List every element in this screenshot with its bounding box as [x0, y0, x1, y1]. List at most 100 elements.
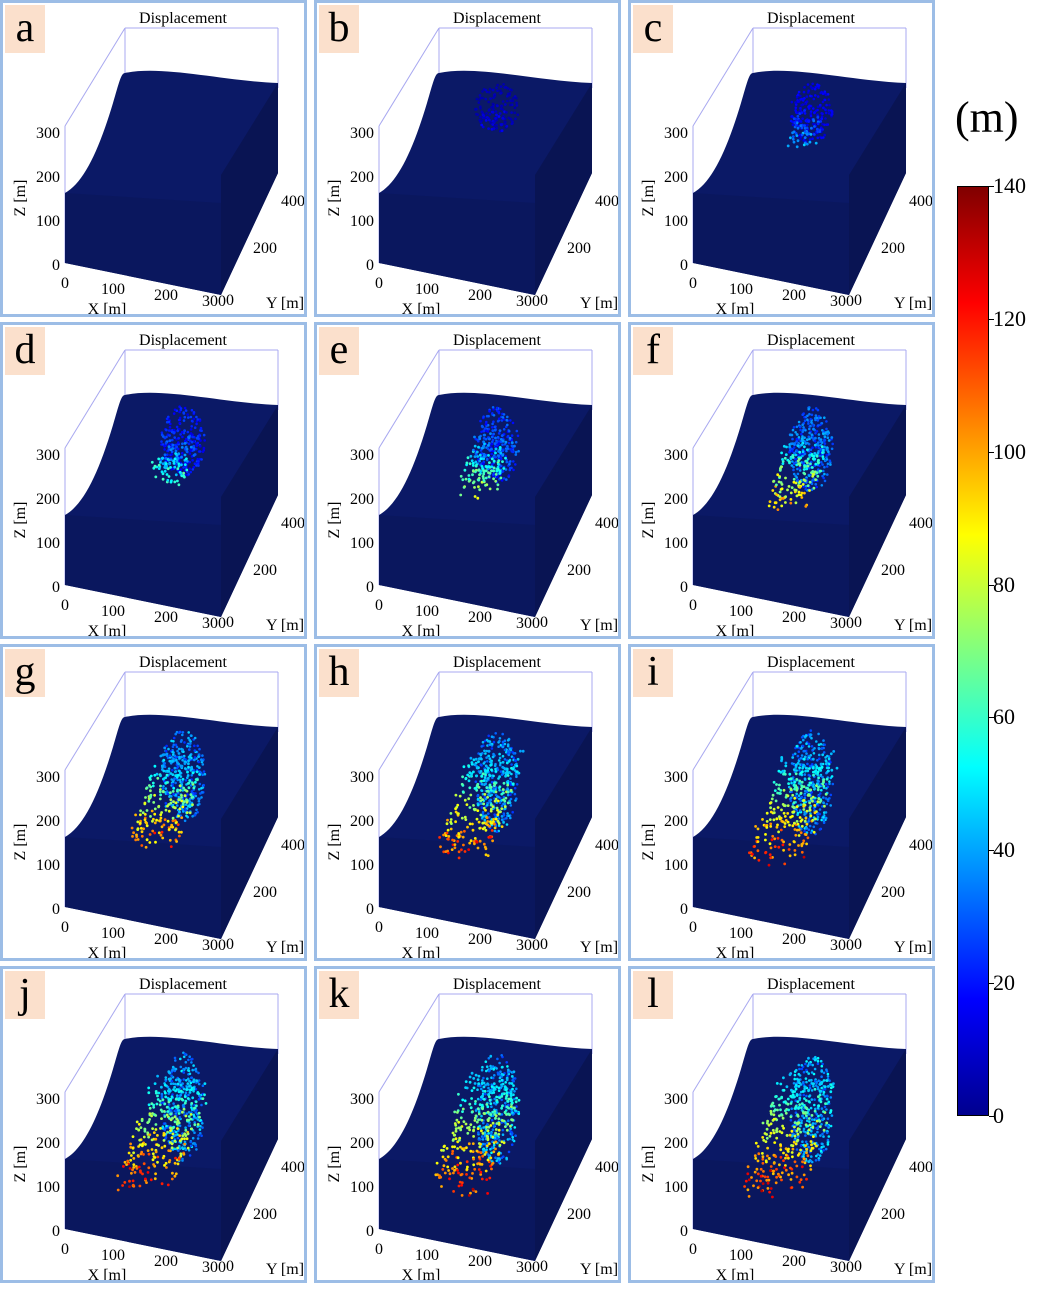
particle: [825, 420, 828, 423]
particle: [479, 1151, 483, 1154]
particle: [454, 1129, 458, 1133]
particle: [187, 736, 190, 740]
particle: [802, 1083, 806, 1086]
particle: [481, 1065, 484, 1069]
particle: [807, 466, 811, 470]
box-edge: [64, 671, 126, 771]
particle: [195, 1070, 198, 1073]
panel-e: e Displacement 0 100 200 300 Z [m] 0 100 200 300 X …: [314, 322, 621, 639]
particle: [780, 757, 784, 761]
particle: [498, 429, 502, 432]
particle: [153, 821, 157, 825]
particle: [825, 453, 829, 457]
particle: [181, 1110, 184, 1114]
particle: [801, 450, 805, 454]
particle: [193, 756, 197, 759]
particle: [160, 433, 164, 437]
particle: [501, 460, 504, 463]
particle: [828, 780, 831, 783]
particle: [171, 1171, 174, 1175]
particle: [173, 806, 177, 810]
z-axis-label: Z [m]: [640, 824, 657, 861]
particle: [800, 491, 804, 495]
particle: [160, 1146, 164, 1150]
particle: [773, 837, 777, 841]
plot-title: Displacement: [767, 976, 856, 993]
particle: [825, 1068, 828, 1071]
particle: [506, 447, 509, 450]
particle: [483, 1142, 487, 1146]
particle: [500, 1106, 503, 1110]
particle: [183, 415, 187, 419]
particle: [814, 772, 818, 775]
particle: [193, 736, 197, 740]
particle: [177, 773, 180, 777]
particle: [159, 788, 162, 791]
particle: [487, 749, 491, 753]
x-axis-label: X [m]: [88, 945, 127, 961]
particle: [813, 800, 817, 803]
particle: [131, 1135, 135, 1138]
particle: [822, 818, 826, 821]
particle: [806, 123, 809, 127]
particle: [193, 744, 196, 748]
particle: [498, 739, 501, 743]
y-tick-label: 200: [881, 562, 905, 579]
particle: [500, 1140, 504, 1144]
particle: [482, 469, 486, 473]
particle: [481, 96, 484, 100]
panel-letter: k: [319, 971, 359, 1019]
particle: [183, 453, 187, 457]
particle: [185, 457, 188, 461]
particle: [792, 801, 796, 804]
y-tick-label: 400: [909, 837, 933, 854]
particle: [764, 851, 767, 855]
y-tick-label: 200: [567, 562, 591, 579]
particle: [814, 445, 818, 449]
particle: [153, 831, 157, 835]
particle: [156, 1074, 160, 1078]
x-tick-label: 100: [729, 925, 753, 942]
particle: [461, 790, 465, 794]
particle: [178, 1139, 182, 1143]
particle: [823, 445, 826, 449]
particle: [781, 820, 785, 824]
particle: [497, 462, 500, 466]
particle: [449, 818, 453, 821]
particle: [483, 826, 486, 830]
particle: [169, 458, 173, 462]
particle: [826, 1124, 829, 1128]
particle: [173, 465, 177, 469]
particle: [808, 427, 811, 431]
particle: [467, 797, 471, 801]
particle: [202, 770, 206, 773]
particle: [812, 133, 816, 136]
particle: [509, 103, 512, 107]
particle: [472, 1086, 476, 1090]
particle: [178, 1134, 182, 1137]
particle: [146, 1121, 150, 1124]
particle: [198, 1094, 201, 1098]
particle: [821, 448, 825, 452]
particle: [199, 1119, 203, 1122]
particle: [197, 755, 201, 758]
particle: [186, 793, 189, 796]
particle: [830, 775, 834, 778]
particle: [183, 1052, 187, 1056]
particle: [185, 814, 188, 818]
particle: [448, 1172, 452, 1176]
particle: [188, 467, 192, 471]
panel-letter: h: [319, 649, 359, 697]
particle: [827, 112, 831, 115]
box-edge: [378, 993, 440, 1093]
particle: [193, 1115, 196, 1118]
particle: [492, 420, 495, 423]
particle: [805, 1068, 808, 1072]
particle: [803, 755, 807, 759]
particle: [201, 754, 204, 757]
particle: [826, 1075, 830, 1078]
particle: [173, 819, 177, 822]
particle: [820, 747, 824, 750]
particle: [173, 1056, 177, 1060]
